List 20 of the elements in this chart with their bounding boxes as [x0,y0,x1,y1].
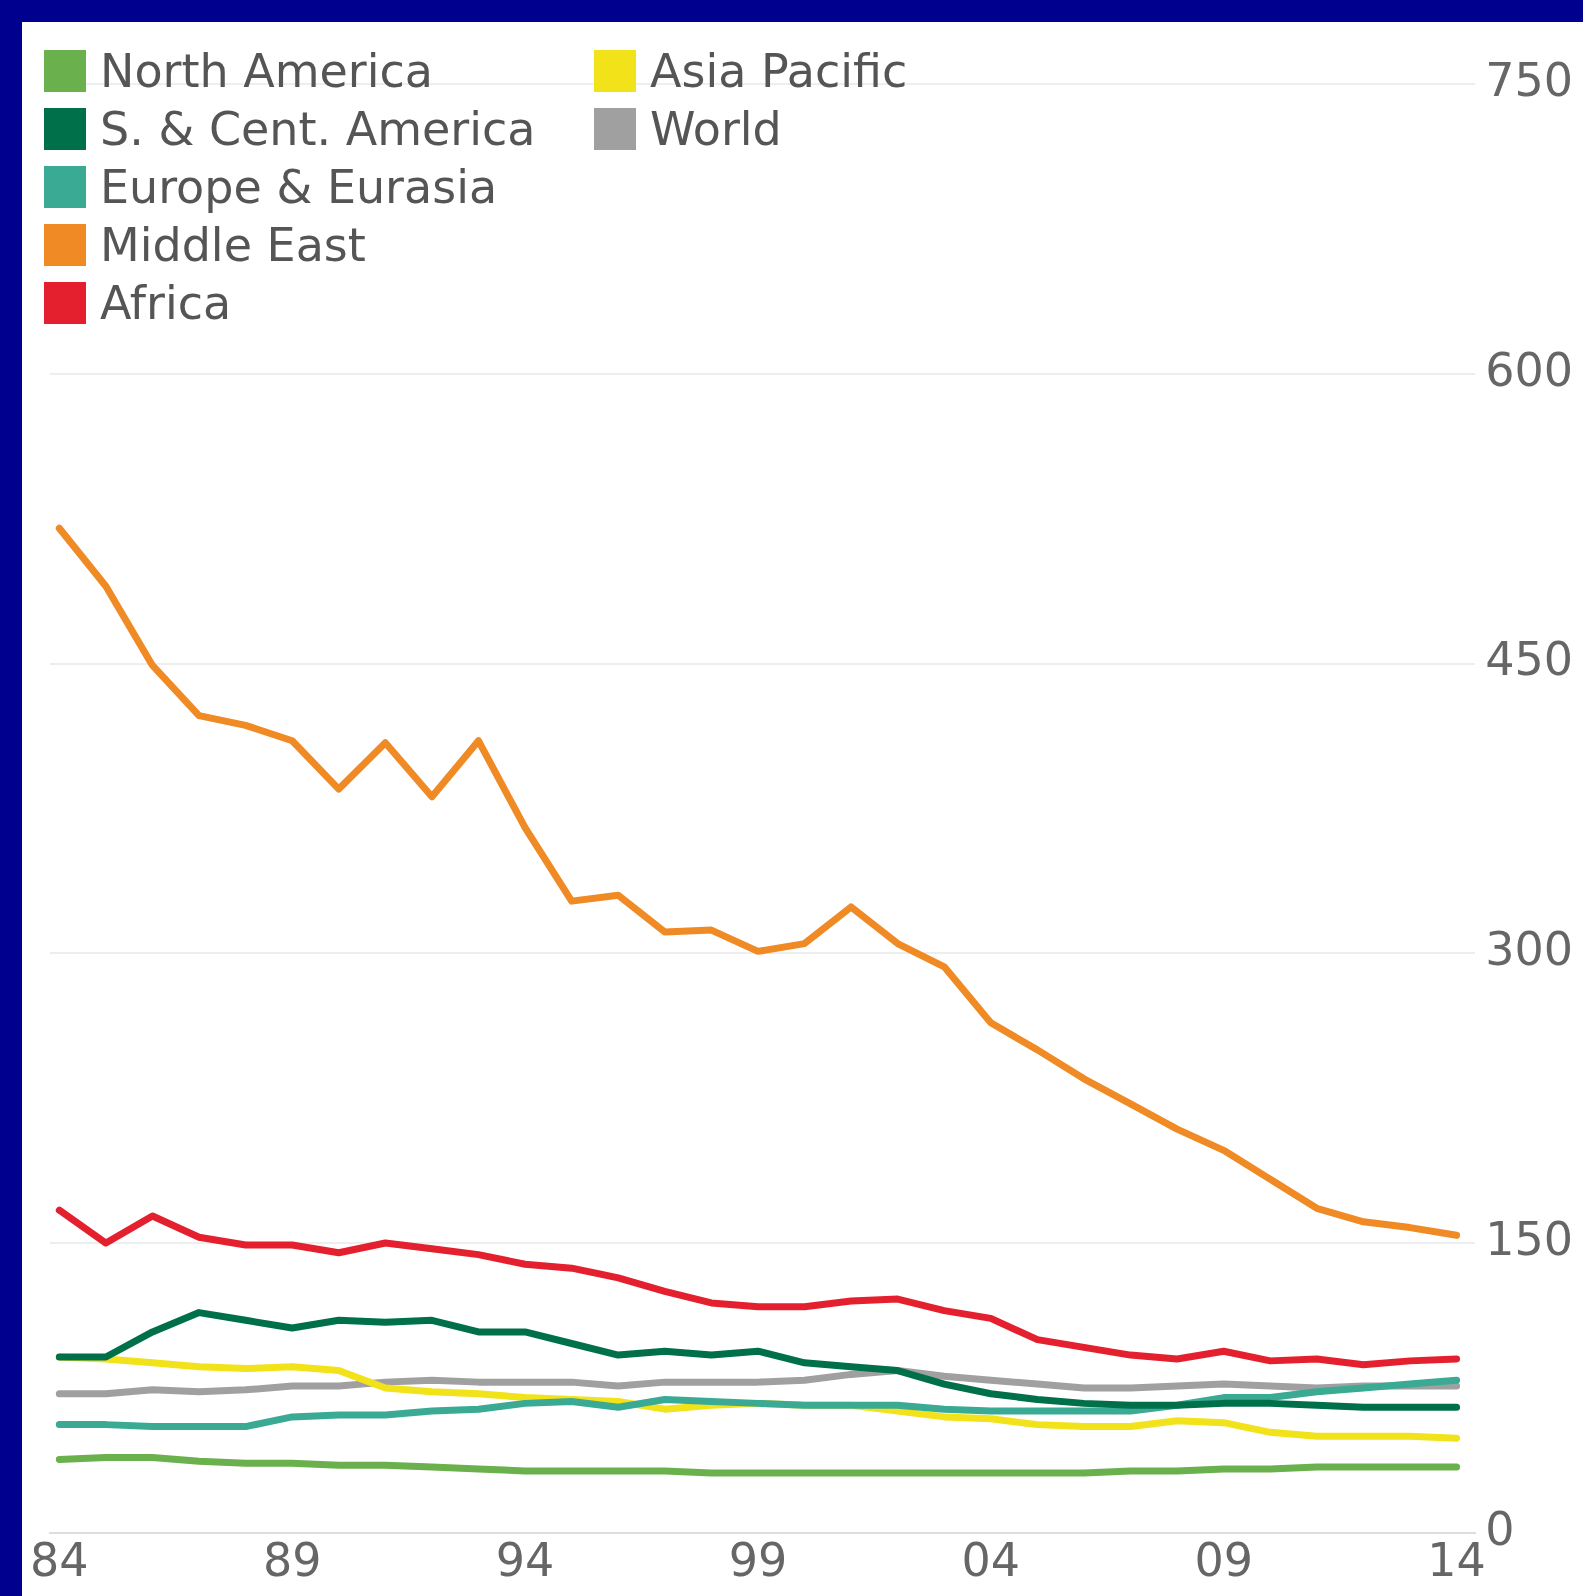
y-tick-label: 600 [1485,342,1574,397]
y-tick-label: 450 [1485,632,1574,687]
legend-label: Middle East [100,218,366,272]
x-tick-label: 09 [1194,1533,1253,1588]
x-tick-label: 89 [262,1533,322,1588]
y-tick-label: 0 [1485,1501,1515,1556]
x-tick-label: 99 [728,1533,788,1588]
legend-label: Europe & Eurasia [100,160,498,214]
x-tick-label: 14 [1427,1533,1486,1588]
y-tick-label: 150 [1485,1211,1574,1266]
legend-label: North America [100,44,434,98]
legend-label: Asia Pacific [650,44,908,98]
legend-label: S. & Cent. America [100,102,536,156]
y-tick-label: 300 [1485,922,1574,977]
x-tick-label: 04 [961,1533,1021,1588]
x-tick-label: 94 [495,1533,555,1588]
x-tick-label: 84 [30,1533,89,1588]
y-tick-label: 750 [1485,52,1574,107]
legend-label: World [650,102,782,156]
legend-label: Africa [100,276,232,330]
